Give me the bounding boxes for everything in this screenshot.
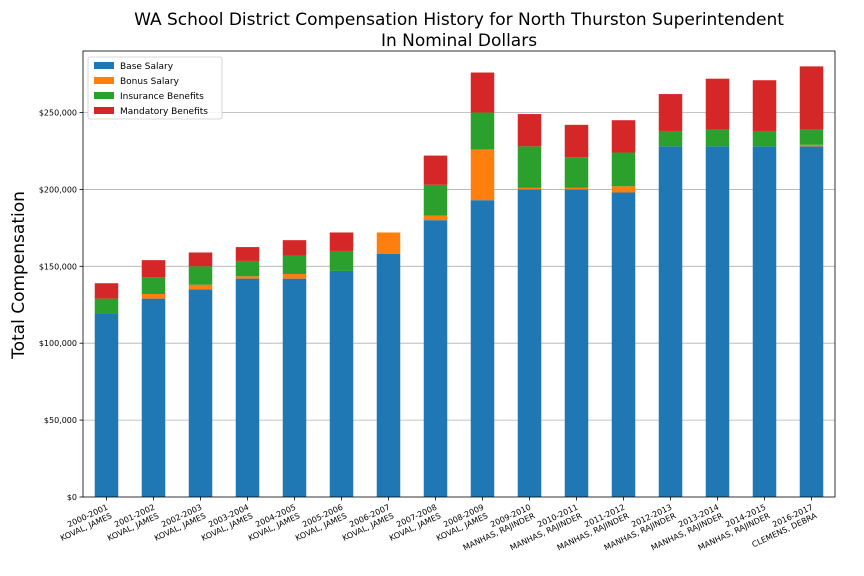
bar-segment bbox=[752, 146, 777, 497]
bar-segment bbox=[470, 112, 495, 150]
bar-segment bbox=[376, 254, 401, 497]
legend-swatch bbox=[94, 62, 114, 69]
bar-segment bbox=[752, 130, 777, 147]
legend-swatch bbox=[94, 107, 114, 114]
bar-segment bbox=[329, 250, 354, 271]
bar-segment bbox=[141, 260, 166, 278]
bar-segment bbox=[564, 157, 589, 188]
bar-segment bbox=[517, 146, 542, 188]
bars bbox=[94, 66, 824, 497]
bar-segment bbox=[705, 78, 730, 130]
legend-entry: Insurance Benefits bbox=[120, 92, 204, 102]
bar-segment bbox=[329, 270, 354, 497]
x-tick-label: 2006-2007KOVAL, JAMES bbox=[337, 503, 395, 543]
bar-segment bbox=[423, 215, 448, 221]
bar-segment bbox=[188, 284, 213, 290]
bar-segment bbox=[658, 94, 683, 131]
bar-segment bbox=[235, 260, 260, 277]
bar-segment bbox=[564, 187, 589, 190]
bar-segment bbox=[799, 146, 824, 497]
bar-segment bbox=[517, 114, 542, 147]
legend: Base Salary Bonus Salary Insurance Benefit… bbox=[87, 56, 223, 120]
x-tick-label: 2007-2008KOVAL, JAMES bbox=[384, 503, 442, 543]
y-axis-ticks: $0 $50,000 $100,000 $150,000 $200,000 $250,00… bbox=[39, 109, 83, 502]
x-tick-label: 2002-2003KOVAL, JAMES bbox=[149, 503, 207, 543]
x-tick-label: 2004-2005KOVAL, JAMES bbox=[243, 503, 301, 543]
bar-segment bbox=[658, 130, 683, 147]
legend-box bbox=[87, 56, 223, 120]
bar-segment bbox=[188, 266, 213, 285]
bar-segment bbox=[141, 298, 166, 497]
x-tick-label: 2005-2006KOVAL, JAMES bbox=[290, 503, 348, 543]
bar-segment bbox=[282, 255, 307, 274]
y-tick-label: $200,000 bbox=[39, 185, 77, 194]
bar-segment bbox=[141, 277, 166, 294]
bar-segment bbox=[94, 283, 119, 299]
bar-segment bbox=[517, 189, 542, 497]
bar-segment bbox=[611, 120, 636, 153]
y-axis-label: Total Compensation bbox=[9, 191, 29, 360]
legend-swatch bbox=[94, 77, 114, 84]
x-tick-label: 2001-2002KOVAL, JAMES bbox=[102, 503, 160, 543]
legend-entry: Bonus Salary bbox=[120, 77, 180, 87]
y-tick-label: $0 bbox=[67, 493, 77, 502]
bar-segment bbox=[658, 146, 683, 497]
bar-segment bbox=[517, 187, 542, 190]
bar-segment bbox=[611, 152, 636, 187]
bar-segment bbox=[235, 278, 260, 497]
bar-segment bbox=[705, 129, 730, 147]
bar-segment bbox=[611, 192, 636, 497]
y-tick-label: $50,000 bbox=[44, 416, 77, 425]
x-axis-ticks: 2000-2001KOVAL, JAMES 2001-2002KOVAL, JAM… bbox=[55, 497, 819, 552]
x-tick-label: 2000-2001KOVAL, JAMES bbox=[55, 503, 113, 543]
bar-segment bbox=[282, 274, 307, 279]
bar-segment bbox=[564, 124, 589, 158]
bar-segment bbox=[329, 232, 354, 251]
bar-segment bbox=[235, 276, 260, 279]
y-tick-label: $250,000 bbox=[39, 109, 77, 118]
bar-segment bbox=[94, 298, 119, 314]
bar-segment bbox=[423, 184, 448, 216]
bar-segment bbox=[423, 155, 448, 185]
chart-subtitle: In Nominal Dollars bbox=[381, 31, 537, 51]
y-tick-label: $100,000 bbox=[39, 339, 77, 348]
bar-segment bbox=[188, 289, 213, 497]
bar-segment bbox=[94, 313, 119, 497]
bar-segment bbox=[470, 149, 495, 201]
bar-segment bbox=[423, 220, 448, 497]
bar-segment bbox=[470, 200, 495, 497]
bar-segment bbox=[282, 240, 307, 256]
bar-segment bbox=[799, 66, 824, 130]
legend-entry: Base Salary bbox=[120, 62, 174, 72]
bar-segment bbox=[705, 146, 730, 497]
bar-segment bbox=[799, 144, 824, 147]
bar-segment bbox=[799, 129, 824, 145]
bar-segment bbox=[611, 186, 636, 193]
y-tick-label: $150,000 bbox=[39, 262, 77, 271]
legend-swatch bbox=[94, 92, 114, 99]
bar-segment bbox=[235, 247, 260, 261]
x-tick-label: 2003-2004KOVAL, JAMES bbox=[196, 503, 254, 543]
bar-segment bbox=[376, 232, 401, 255]
bar-segment bbox=[282, 278, 307, 497]
chart-title: WA School District Compensation History … bbox=[134, 10, 784, 30]
bar-segment bbox=[141, 293, 166, 299]
bar-segment bbox=[188, 252, 213, 267]
bar-segment bbox=[470, 72, 495, 113]
bar-segment bbox=[752, 80, 777, 131]
legend-entry: Mandatory Benefits bbox=[120, 107, 208, 117]
bar-segment bbox=[564, 189, 589, 497]
plot-frame bbox=[82, 50, 836, 498]
